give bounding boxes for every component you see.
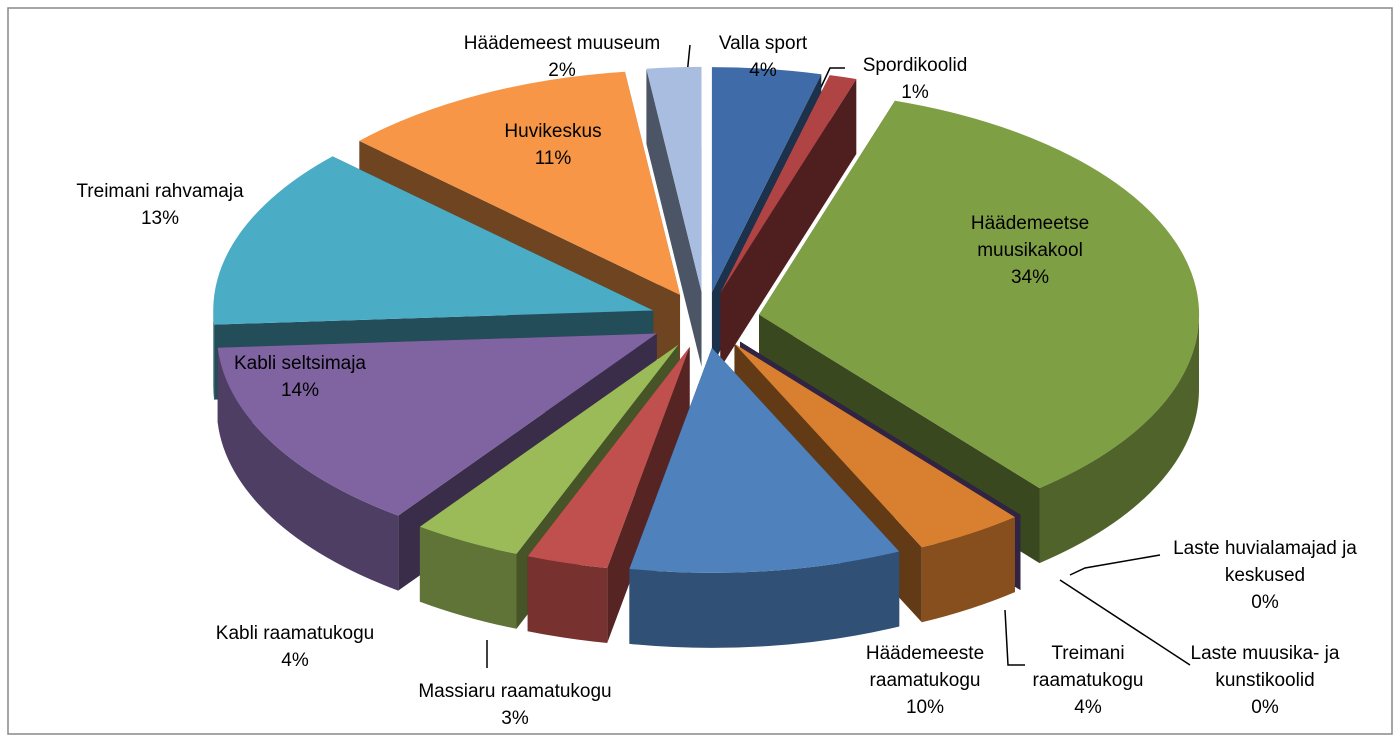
label-name: Valla sport xyxy=(718,33,808,54)
label-value: 13% xyxy=(140,208,180,229)
data-label: Huvikeskus 11% xyxy=(478,118,628,172)
leader-line xyxy=(1069,554,1161,576)
label-name: Treimani rahvamaja xyxy=(76,181,244,202)
label-value: 4% xyxy=(749,60,777,81)
data-label: Laste muusika- ja kunstikoolid 0% xyxy=(1160,640,1370,721)
data-label: Häädemeest muuseum 2% xyxy=(412,30,712,84)
label-name: Häädemeetse muusikakool xyxy=(970,213,1090,261)
leader-line xyxy=(1059,579,1191,666)
data-label: Kabli raamatukogu 4% xyxy=(175,620,415,674)
slice xyxy=(629,347,900,573)
slice xyxy=(213,156,654,325)
slice xyxy=(527,347,690,568)
label-name: Kabli seltsimaja xyxy=(234,353,366,374)
label-name: Laste muusika- ja kunstikoolid xyxy=(1190,643,1340,691)
data-label: Kabli seltsimaja 14% xyxy=(190,350,410,404)
label-name: Spordikoolid xyxy=(862,55,968,76)
slice xyxy=(359,71,681,295)
slice xyxy=(217,333,657,516)
slice xyxy=(759,100,1200,489)
slice-side xyxy=(646,68,702,367)
data-label: Treimani rahvamaja 13% xyxy=(30,178,290,232)
label-value: 0% xyxy=(1251,697,1279,718)
slice-wall xyxy=(1039,314,1199,564)
label-value: 14% xyxy=(280,380,320,401)
data-label: Häädemeeste raamatukogu 10% xyxy=(845,640,1005,721)
label-value: 11% xyxy=(534,148,572,169)
data-label: Spordikoolid 1% xyxy=(835,52,995,106)
slice xyxy=(734,343,1015,548)
slice-side xyxy=(720,79,857,368)
label-value: 1% xyxy=(901,82,929,103)
label-name: Kabli raamatukogu xyxy=(215,623,375,644)
data-label: Treimani raamatukogu 4% xyxy=(1023,640,1153,721)
data-label: Valla sport 4% xyxy=(683,30,843,84)
slice-wall xyxy=(213,310,215,400)
label-name: Laste huvialamajad ja keskused xyxy=(1173,538,1357,586)
label-value: 34% xyxy=(1010,267,1050,288)
slice-wall xyxy=(527,556,608,643)
label-value: 3% xyxy=(501,708,529,729)
label-value: 10% xyxy=(905,697,945,718)
label-name: Treimani raamatukogu xyxy=(1032,643,1144,691)
label-value: 0% xyxy=(1251,592,1279,613)
slice xyxy=(419,344,679,554)
label-name: Häädemeeste raamatukogu xyxy=(865,643,985,691)
label-name: Massiaru raamatukogu xyxy=(418,681,612,702)
slice-wall xyxy=(217,347,399,591)
label-value: 2% xyxy=(548,60,576,81)
data-label: Laste huvialamajad ja keskused 0% xyxy=(1160,535,1370,616)
data-label: Häädemeetse muusikakool 34% xyxy=(950,210,1110,291)
leader-line xyxy=(1004,609,1025,666)
slice xyxy=(711,67,822,293)
slice xyxy=(720,75,857,293)
label-value: 4% xyxy=(1074,697,1102,718)
label-name: Häädemeest muuseum xyxy=(463,33,661,54)
slice-wall xyxy=(921,517,1015,623)
label-name: Huvikeskus xyxy=(504,121,602,142)
slice-wall xyxy=(419,526,517,629)
label-value: 4% xyxy=(281,650,309,671)
slice-wall xyxy=(629,551,900,648)
data-label: Massiaru raamatukogu 3% xyxy=(355,678,675,732)
slice xyxy=(646,66,702,292)
